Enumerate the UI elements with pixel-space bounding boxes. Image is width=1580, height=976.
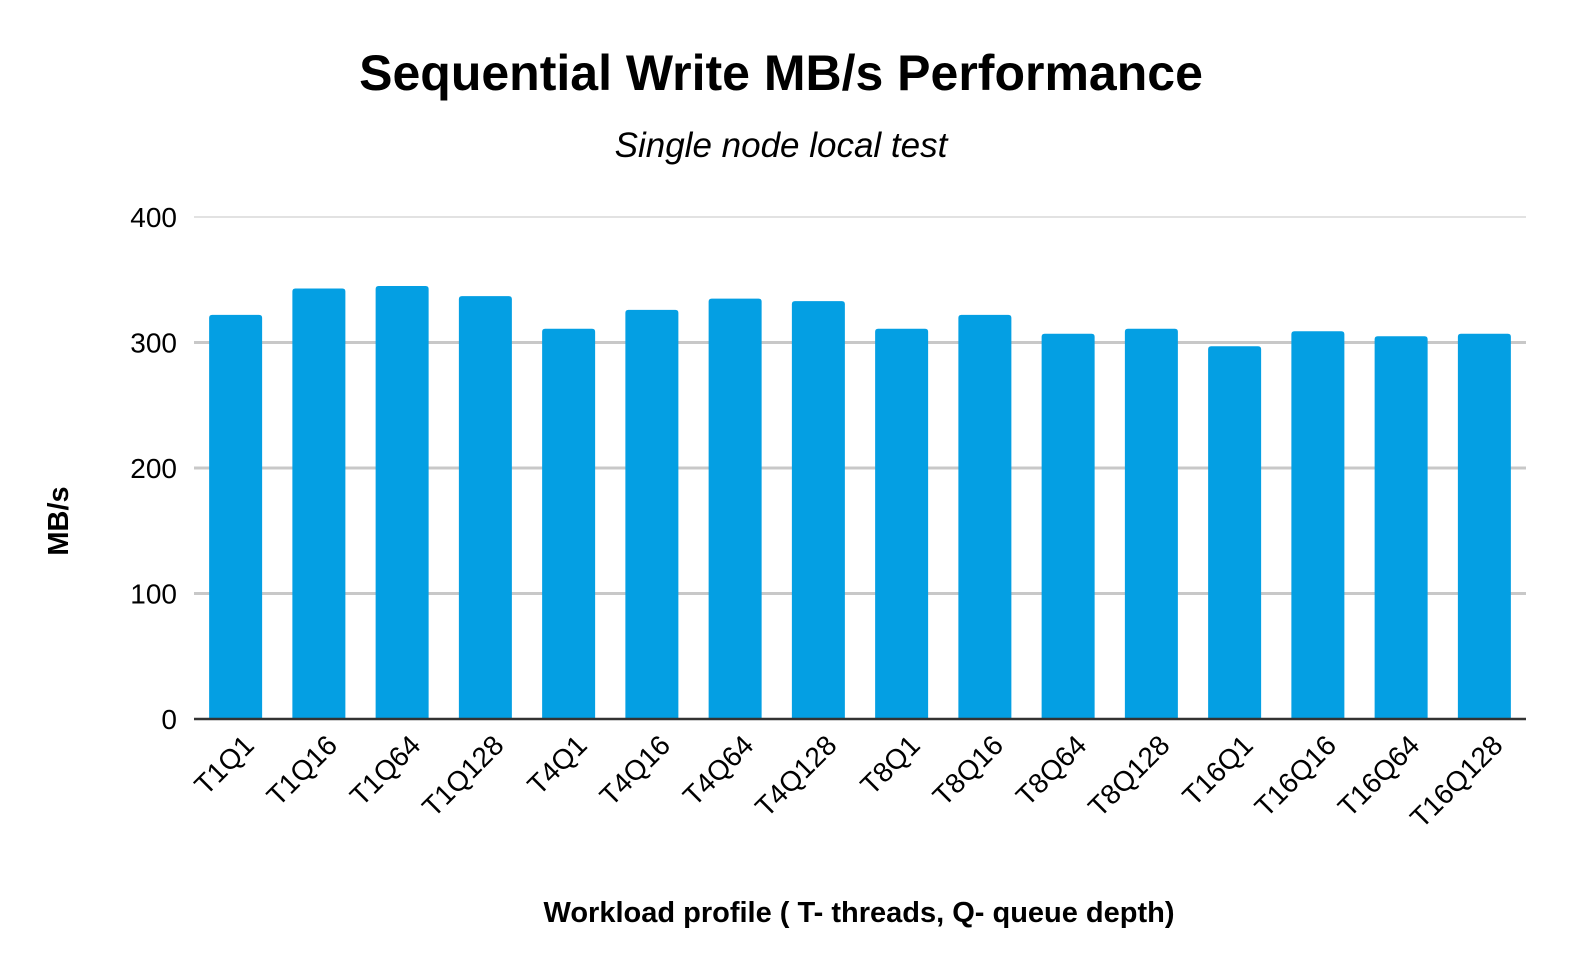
x-tick-label: T8Q1 bbox=[854, 729, 925, 800]
y-tick-label: 400 bbox=[130, 202, 177, 233]
bar-T1Q16 bbox=[292, 288, 346, 719]
bar-T1Q64 bbox=[375, 286, 429, 719]
bar-T4Q64 bbox=[708, 298, 762, 719]
bar-T8Q16 bbox=[958, 314, 1012, 719]
x-tick-label: T1Q64 bbox=[344, 729, 426, 811]
bar-T8Q64 bbox=[1041, 333, 1095, 719]
x-tick-label: T1Q16 bbox=[261, 729, 343, 811]
y-axis-ticks: 0 100 200 300 400 bbox=[130, 202, 177, 735]
bars bbox=[209, 286, 1511, 719]
bar-T16Q1 bbox=[1208, 346, 1262, 719]
y-tick-label: 100 bbox=[130, 579, 177, 610]
x-tick-label: T4Q16 bbox=[594, 729, 676, 811]
bar-T4Q1 bbox=[542, 328, 596, 719]
x-tick-label: T8Q64 bbox=[1010, 729, 1092, 811]
bar-T16Q64 bbox=[1374, 336, 1428, 719]
x-tick-label: T1Q128 bbox=[416, 729, 509, 822]
y-tick-label: 300 bbox=[130, 328, 177, 359]
y-tick-label: 200 bbox=[130, 453, 177, 484]
x-tick-label: T16Q128 bbox=[1404, 729, 1508, 833]
bar-T1Q1 bbox=[209, 314, 263, 719]
x-tick-label: T4Q64 bbox=[677, 729, 759, 811]
x-tick-label: T8Q16 bbox=[927, 729, 1009, 811]
chart-subtitle: Single node local test bbox=[615, 126, 949, 165]
x-tick-label: T4Q128 bbox=[749, 729, 842, 822]
bar-T8Q128 bbox=[1124, 328, 1178, 719]
x-tick-label: T8Q128 bbox=[1082, 729, 1175, 822]
x-axis-label: Workload profile ( T- threads, Q- queue … bbox=[543, 897, 1174, 929]
bar-T16Q128 bbox=[1457, 333, 1511, 719]
y-tick-label: 0 bbox=[161, 704, 177, 735]
bar-T8Q1 bbox=[875, 328, 929, 719]
x-tick-label: T16Q16 bbox=[1249, 729, 1342, 822]
bar-T1Q128 bbox=[458, 296, 512, 719]
y-axis-label: MB/s bbox=[43, 486, 75, 555]
x-tick-label: T1Q1 bbox=[188, 729, 259, 800]
bar-T4Q128 bbox=[791, 301, 845, 719]
bar-T4Q16 bbox=[625, 309, 679, 719]
x-tick-label: T16Q1 bbox=[1176, 729, 1258, 811]
chart-title: Sequential Write MB/s Performance bbox=[359, 45, 1203, 101]
bar-T16Q16 bbox=[1291, 331, 1345, 719]
x-tick-label: T4Q1 bbox=[521, 729, 592, 800]
